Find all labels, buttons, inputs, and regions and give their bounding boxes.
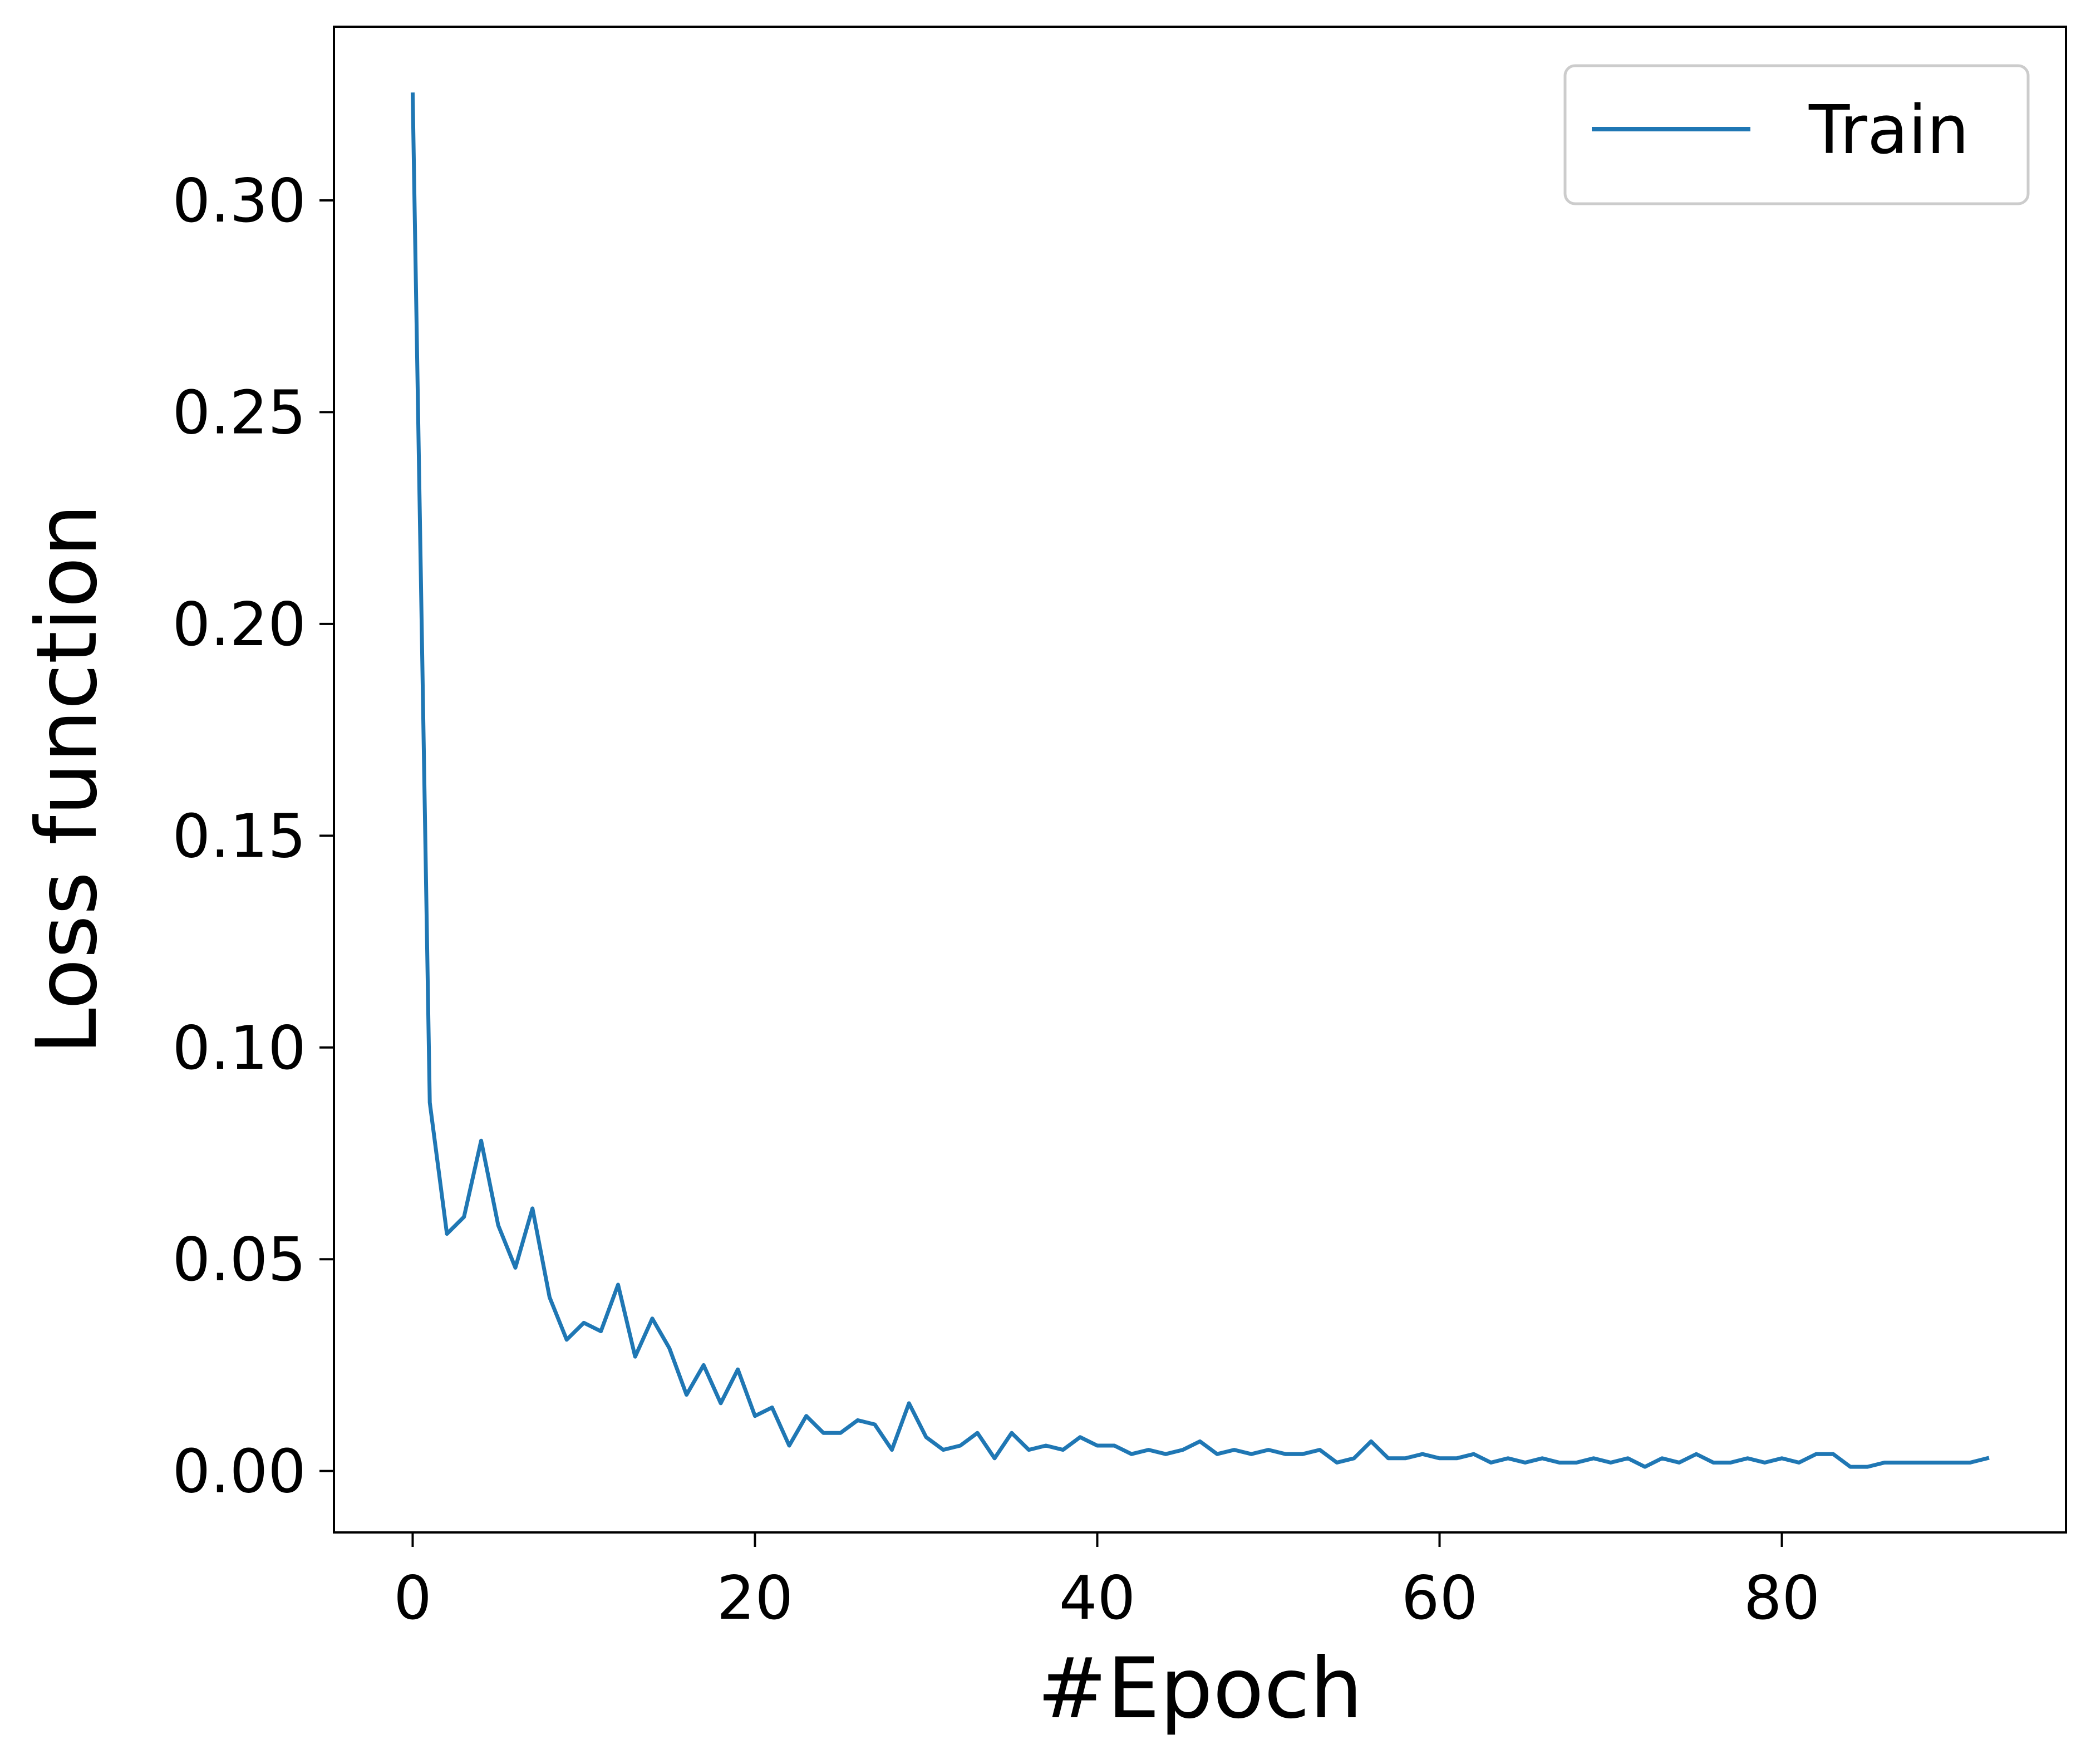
series-line-train [410, 92, 1990, 1469]
y-tick-label: 0.25 [173, 378, 306, 448]
y-tick-label: 0.05 [173, 1225, 306, 1295]
y-axis-label: Loss function [19, 504, 116, 1054]
x-axis-label: #Epoch [1037, 1640, 1363, 1737]
x-tick-label: 80 [1744, 1564, 1820, 1633]
plot-layer [410, 92, 1990, 1469]
y-tick-label: 0.00 [173, 1437, 306, 1507]
x-tick-label: 60 [1401, 1564, 1478, 1633]
legend-box [1563, 64, 2030, 205]
x-tick-label: 0 [393, 1564, 432, 1633]
y-tick-label: 0.30 [173, 166, 306, 236]
y-tick-label: 0.20 [173, 590, 306, 660]
x-tick-label: 20 [717, 1564, 793, 1633]
legend: Train [1563, 64, 2030, 205]
y-tick-label: 0.15 [173, 802, 306, 871]
y-tick-label: 0.10 [173, 1014, 306, 1083]
legend-label-train: Train [1808, 92, 1969, 169]
ticks-layer: 0 20 40 60 80 0.00 0.05 0.10 0.15 0.20 0.25 0.30 [173, 166, 1821, 1633]
plot-frame [333, 26, 2067, 1534]
x-tick-label: 40 [1059, 1564, 1135, 1633]
